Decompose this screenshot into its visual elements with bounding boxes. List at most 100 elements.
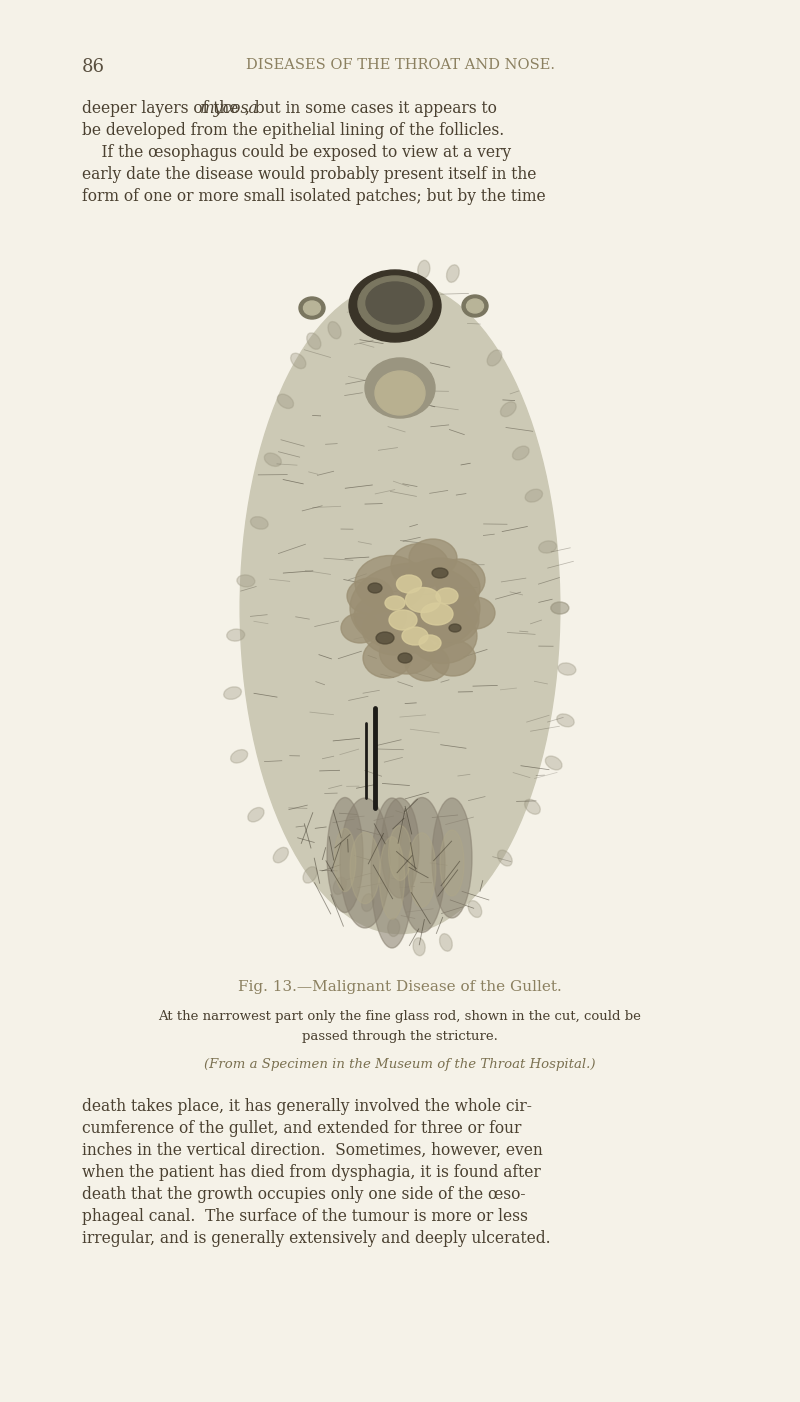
Ellipse shape	[551, 601, 569, 614]
Ellipse shape	[250, 517, 268, 529]
Text: death that the growth occupies only one side of the œso-: death that the growth occupies only one …	[82, 1186, 526, 1203]
Ellipse shape	[513, 446, 529, 460]
Ellipse shape	[546, 756, 562, 770]
Ellipse shape	[409, 538, 457, 578]
Ellipse shape	[398, 653, 412, 663]
Ellipse shape	[391, 544, 449, 589]
Ellipse shape	[278, 394, 294, 408]
Ellipse shape	[538, 541, 557, 552]
Text: when the patient has died from dysphagia, it is found after: when the patient has died from dysphagia…	[82, 1164, 541, 1180]
Ellipse shape	[413, 938, 425, 956]
Ellipse shape	[362, 606, 427, 655]
Ellipse shape	[409, 608, 477, 663]
Text: If the œsophagus could be exposed to view at a very: If the œsophagus could be exposed to vie…	[82, 144, 511, 161]
Ellipse shape	[468, 900, 482, 917]
Text: be developed from the epithelial lining of the follicles.: be developed from the epithelial lining …	[82, 122, 504, 139]
Ellipse shape	[230, 750, 248, 763]
Text: cumference of the gullet, and extended for three or four: cumference of the gullet, and extended f…	[82, 1120, 522, 1137]
Ellipse shape	[432, 568, 448, 578]
Ellipse shape	[551, 601, 569, 614]
Ellipse shape	[405, 645, 449, 681]
Ellipse shape	[237, 575, 255, 587]
Text: death takes place, it has generally involved the whole cir-: death takes place, it has generally invo…	[82, 1098, 532, 1115]
Ellipse shape	[274, 847, 289, 862]
Ellipse shape	[341, 613, 379, 644]
Ellipse shape	[389, 610, 417, 629]
Ellipse shape	[224, 687, 242, 700]
Ellipse shape	[248, 808, 264, 822]
Ellipse shape	[400, 558, 480, 618]
Ellipse shape	[354, 594, 406, 637]
Ellipse shape	[386, 279, 398, 297]
Ellipse shape	[418, 261, 430, 278]
Ellipse shape	[303, 866, 317, 883]
Text: inches in the vertical direction.  Sometimes, however, even: inches in the vertical direction. Someti…	[82, 1143, 542, 1159]
Ellipse shape	[334, 829, 356, 892]
Ellipse shape	[446, 265, 459, 282]
Ellipse shape	[328, 321, 341, 339]
Ellipse shape	[436, 587, 458, 604]
Ellipse shape	[379, 837, 405, 920]
Ellipse shape	[349, 271, 441, 342]
Text: (From a Specimen in the Museum of the Throat Hospital.): (From a Specimen in the Museum of the Th…	[204, 1059, 596, 1071]
Ellipse shape	[466, 299, 483, 313]
Ellipse shape	[487, 350, 502, 366]
Text: mycosa: mycosa	[200, 100, 258, 116]
Ellipse shape	[419, 635, 441, 651]
Ellipse shape	[406, 587, 441, 613]
Ellipse shape	[432, 798, 472, 918]
Ellipse shape	[470, 299, 483, 315]
Text: irregular, and is generally extensively and deeply ulcerated.: irregular, and is generally extensively …	[82, 1230, 550, 1246]
Text: DISEASES OF THE THROAT AND NOSE.: DISEASES OF THE THROAT AND NOSE.	[246, 57, 554, 72]
Ellipse shape	[327, 798, 363, 913]
Ellipse shape	[421, 596, 479, 644]
Ellipse shape	[371, 798, 413, 948]
Text: form of one or more small isolated patches; but by the time: form of one or more small isolated patch…	[82, 188, 546, 205]
Ellipse shape	[340, 798, 390, 928]
Ellipse shape	[435, 559, 485, 601]
Text: 86: 86	[82, 57, 105, 76]
Ellipse shape	[462, 294, 488, 317]
Ellipse shape	[362, 893, 374, 911]
Ellipse shape	[290, 353, 306, 369]
Ellipse shape	[421, 603, 453, 625]
Ellipse shape	[365, 358, 435, 418]
Ellipse shape	[449, 624, 461, 632]
Ellipse shape	[350, 833, 380, 904]
Ellipse shape	[388, 918, 400, 937]
Text: passed through the stricture.: passed through the stricture.	[302, 1030, 498, 1043]
Ellipse shape	[306, 332, 321, 349]
Ellipse shape	[376, 632, 394, 644]
Text: , but in some cases it appears to: , but in some cases it appears to	[245, 100, 497, 116]
Ellipse shape	[355, 304, 367, 322]
Ellipse shape	[368, 583, 382, 593]
Text: deeper layers of the: deeper layers of the	[82, 100, 243, 116]
Ellipse shape	[385, 596, 405, 610]
Ellipse shape	[399, 798, 445, 932]
Text: phageal canal.  The surface of the tumour is more or less: phageal canal. The surface of the tumour…	[82, 1209, 528, 1225]
Ellipse shape	[366, 282, 424, 324]
Ellipse shape	[430, 639, 475, 676]
Ellipse shape	[264, 453, 282, 467]
Ellipse shape	[557, 714, 574, 726]
Ellipse shape	[363, 638, 411, 679]
Ellipse shape	[408, 833, 436, 907]
Ellipse shape	[381, 798, 419, 899]
Ellipse shape	[455, 597, 495, 629]
Ellipse shape	[375, 372, 425, 415]
Ellipse shape	[334, 878, 346, 894]
Ellipse shape	[501, 402, 516, 416]
Ellipse shape	[402, 627, 428, 645]
Text: Fig. 13.—Malignant Disease of the Gullet.: Fig. 13.—Malignant Disease of the Gullet…	[238, 980, 562, 994]
Ellipse shape	[439, 934, 452, 951]
Text: At the narrowest part only the fine glass rod, shown in the cut, could be: At the narrowest part only the fine glas…	[158, 1009, 642, 1023]
Ellipse shape	[498, 850, 512, 866]
Ellipse shape	[303, 301, 321, 315]
Ellipse shape	[358, 276, 432, 332]
Ellipse shape	[558, 663, 576, 676]
Ellipse shape	[226, 629, 245, 641]
Ellipse shape	[525, 799, 540, 815]
Ellipse shape	[240, 282, 560, 934]
Ellipse shape	[379, 632, 434, 674]
Ellipse shape	[355, 555, 425, 610]
